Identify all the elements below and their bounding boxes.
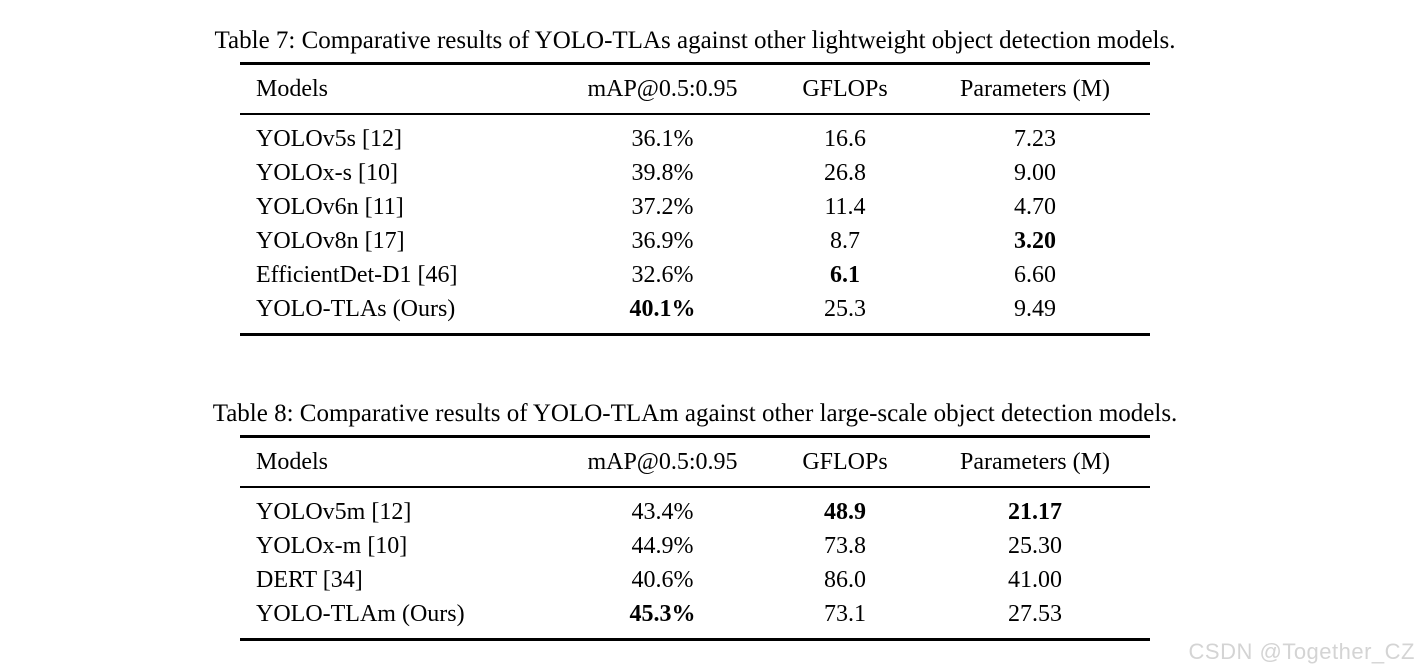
cell-value: 41.00 — [1008, 567, 1062, 593]
map-cell: 36.9% — [555, 224, 770, 258]
map-cell: 44.9% — [555, 529, 770, 563]
gflops-cell: 8.7 — [770, 224, 920, 258]
table-row: YOLOv8n [17] 36.9% 8.7 3.20 — [240, 224, 1150, 258]
cell-value: 25.3 — [824, 296, 866, 322]
cell-value: 37.2% — [631, 194, 694, 220]
model-name-cell: YOLO-TLAs (Ours) — [256, 296, 456, 322]
cell-value: 21.17 — [1008, 499, 1062, 525]
cell-value: 6.1 — [830, 262, 860, 288]
params-cell: 27.53 — [920, 597, 1150, 640]
cell-value: 48.9 — [824, 499, 866, 525]
table7-header-row: Models mAP@0.5:0.95 GFLOPs Parameters (M… — [240, 63, 1150, 115]
map-cell: 43.4% — [555, 487, 770, 529]
table8-col-header-models: Models — [240, 436, 555, 488]
table8: Models mAP@0.5:0.95 GFLOPs Parameters (M… — [240, 435, 1150, 641]
model-name-cell: YOLOx-s [10] — [256, 160, 398, 186]
table7-col-header-gflops: GFLOPs — [770, 63, 920, 115]
params-cell: 6.60 — [920, 258, 1150, 292]
table8-caption: Table 8: Comparative results of YOLO-TLA… — [212, 400, 1178, 427]
cell-value: 44.9% — [631, 533, 694, 559]
params-cell: 41.00 — [920, 563, 1150, 597]
cell-value: 3.20 — [1014, 228, 1056, 254]
csdn-watermark: CSDN @Together_CZ — [1188, 639, 1415, 664]
cell-value: 4.70 — [1014, 194, 1056, 220]
table-row: YOLOv5m [12] 43.4% 48.9 21.17 — [240, 487, 1150, 529]
table8-col-header-gflops: GFLOPs — [770, 436, 920, 488]
table8-col-header-params: Parameters (M) — [920, 436, 1150, 488]
map-cell: 36.1% — [555, 114, 770, 156]
map-cell: 39.8% — [555, 156, 770, 190]
model-name-cell: YOLOv5s [12] — [256, 126, 402, 152]
gflops-cell: 86.0 — [770, 563, 920, 597]
table7-caption: Table 7: Comparative results of YOLO-TLA… — [214, 27, 1176, 54]
map-cell: 37.2% — [555, 190, 770, 224]
gflops-cell: 48.9 — [770, 487, 920, 529]
table7-col-header-models: Models — [240, 63, 555, 115]
model-name-cell: EfficientDet-D1 [46] — [256, 262, 458, 288]
gflops-cell: 26.8 — [770, 156, 920, 190]
params-cell: 21.17 — [920, 487, 1150, 529]
gflops-cell: 11.4 — [770, 190, 920, 224]
model-name-cell: YOLOx-m [10] — [256, 533, 408, 559]
cell-value: 32.6% — [631, 262, 694, 288]
table-row: YOLOv5s [12] 36.1% 16.6 7.23 — [240, 114, 1150, 156]
params-cell: 4.70 — [920, 190, 1150, 224]
cell-value: 25.30 — [1008, 533, 1062, 559]
cell-value: 26.8 — [824, 160, 866, 186]
gflops-cell: 73.8 — [770, 529, 920, 563]
params-cell: 25.30 — [920, 529, 1150, 563]
cell-value: 11.4 — [824, 194, 866, 220]
model-name-cell: YOLOv5m [12] — [256, 499, 412, 525]
cell-value: 73.8 — [824, 533, 866, 559]
map-cell: 40.1% — [555, 292, 770, 335]
cell-value: 7.23 — [1014, 126, 1056, 152]
cell-value: 40.1% — [629, 296, 696, 322]
gflops-cell: 73.1 — [770, 597, 920, 640]
table-row: DERT [34] 40.6% 86.0 41.00 — [240, 563, 1150, 597]
model-name-cell: YOLOv8n [17] — [256, 228, 405, 254]
table-row: YOLOv6n [11] 37.2% 11.4 4.70 — [240, 190, 1150, 224]
table-row: YOLO-TLAm (Ours) 45.3% 73.1 27.53 — [240, 597, 1150, 640]
cell-value: 86.0 — [824, 567, 866, 593]
cell-value: 73.1 — [824, 601, 866, 627]
model-name-cell: DERT [34] — [256, 567, 363, 593]
cell-value: 43.4% — [631, 499, 694, 525]
map-cell: 32.6% — [555, 258, 770, 292]
table7-col-header-params: Parameters (M) — [920, 63, 1150, 115]
cell-value: 8.7 — [830, 228, 860, 254]
cell-value: 6.60 — [1014, 262, 1056, 288]
table8-header-row: Models mAP@0.5:0.95 GFLOPs Parameters (M… — [240, 436, 1150, 488]
params-cell: 9.00 — [920, 156, 1150, 190]
cell-value: 39.8% — [631, 160, 694, 186]
table7: Models mAP@0.5:0.95 GFLOPs Parameters (M… — [240, 62, 1150, 336]
map-cell: 40.6% — [555, 563, 770, 597]
cell-value: 27.53 — [1008, 601, 1062, 627]
cell-value: 36.1% — [631, 126, 694, 152]
cell-value: 40.6% — [631, 567, 694, 593]
table8-col-header-map: mAP@0.5:0.95 — [555, 436, 770, 488]
paper-page: Table 7: Comparative results of YOLO-TLA… — [212, 27, 1178, 641]
params-cell: 3.20 — [920, 224, 1150, 258]
cell-value: 16.6 — [824, 126, 866, 152]
gflops-cell: 25.3 — [770, 292, 920, 335]
cell-value: 9.00 — [1014, 160, 1056, 186]
table-row: EfficientDet-D1 [46] 32.6% 6.1 6.60 — [240, 258, 1150, 292]
cell-value: 36.9% — [631, 228, 694, 254]
table-row: YOLO-TLAs (Ours) 40.1% 25.3 9.49 — [240, 292, 1150, 335]
map-cell: 45.3% — [555, 597, 770, 640]
table-row: YOLOx-s [10] 39.8% 26.8 9.00 — [240, 156, 1150, 190]
model-name-cell: YOLO-TLAm (Ours) — [256, 601, 465, 627]
cell-value: 45.3% — [629, 601, 696, 627]
cell-value: 9.49 — [1014, 296, 1056, 322]
table7-col-header-map: mAP@0.5:0.95 — [555, 63, 770, 115]
gflops-cell: 16.6 — [770, 114, 920, 156]
gflops-cell: 6.1 — [770, 258, 920, 292]
model-name-cell: YOLOv6n [11] — [256, 194, 404, 220]
params-cell: 7.23 — [920, 114, 1150, 156]
table-row: YOLOx-m [10] 44.9% 73.8 25.30 — [240, 529, 1150, 563]
params-cell: 9.49 — [920, 292, 1150, 335]
